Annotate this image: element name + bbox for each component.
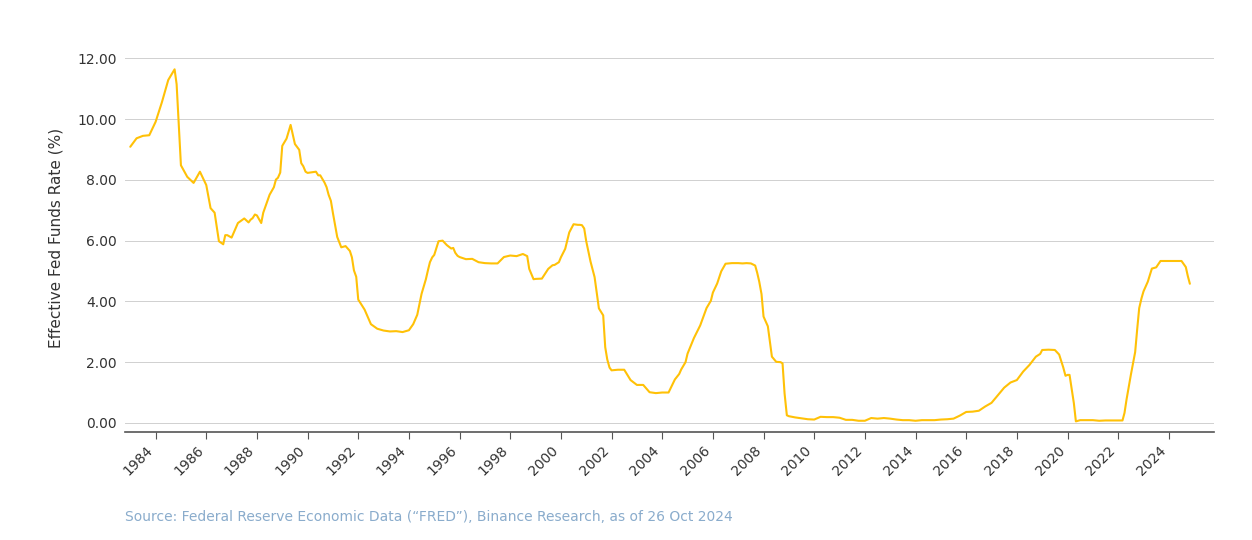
Text: Source: Federal Reserve Economic Data (“FRED”), Binance Research, as of 26 Oct 2: Source: Federal Reserve Economic Data (“… — [125, 510, 732, 524]
Y-axis label: Effective Fed Funds Rate (%): Effective Fed Funds Rate (%) — [49, 127, 64, 348]
